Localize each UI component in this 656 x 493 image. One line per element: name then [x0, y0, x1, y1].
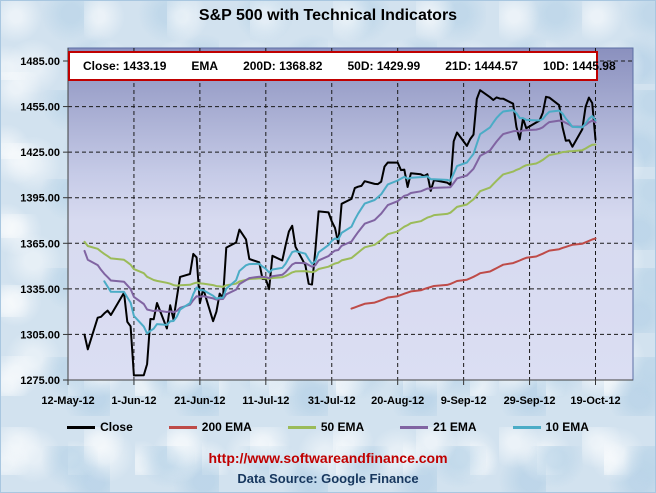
legend-item-200-ema: 200 EMA	[168, 420, 252, 434]
x-axis-tick-label: 19-Oct-12	[570, 395, 620, 407]
legend-swatch	[287, 425, 316, 429]
info-item: 21D: 1444.57	[445, 59, 518, 73]
legend-label: Close	[100, 420, 133, 434]
y-axis-tick-label: 1425.00	[20, 147, 60, 159]
info-item: 10D: 1445.98	[542, 59, 616, 73]
series-line-50-ema	[83, 143, 597, 288]
legend-swatch	[67, 425, 96, 429]
legend-swatch	[512, 425, 541, 429]
y-axis-tick-label: 1455.00	[20, 102, 60, 114]
legend-label: 200 EMA	[201, 420, 252, 434]
legend-item-close: Close	[67, 420, 133, 434]
series-line-21-ema	[83, 119, 597, 314]
series-line-10-ema	[103, 109, 597, 335]
x-axis-tick-label: 29-Sep-12	[504, 395, 556, 407]
legend-swatch	[400, 425, 429, 429]
y-axis-tick-label: 1275.00	[20, 375, 60, 387]
legend-item-10-ema: 10 EMA	[512, 420, 589, 434]
legend-item-50-ema: 50 EMA	[287, 420, 365, 434]
x-axis-tick-label: 1-Jun-12	[111, 395, 156, 407]
info-item: 50D: 1429.99	[347, 59, 421, 73]
legend-label: 50 EMA	[320, 420, 365, 434]
legend-item-21-ema: 21 EMA	[400, 420, 477, 434]
x-axis-tick-label: 20-Aug-12	[371, 395, 424, 407]
x-axis-tick-label: 21-Jun-12	[174, 395, 225, 407]
x-axis-tick-label: 11-Jul-12	[242, 395, 289, 407]
x-axis-tick-label: 9-Sep-12	[441, 395, 487, 407]
chart-title: S&P 500 with Technical Indicators	[198, 7, 458, 24]
y-axis-tick-label: 1395.00	[20, 193, 60, 205]
footer-website-link[interactable]: http://www.softwareandfinance.com	[208, 450, 448, 466]
indicator-info-box: Close: 1433.19 EMA 200D: 1368.82 50D: 1429.…	[68, 51, 616, 81]
y-axis-tick-label: 1335.00	[20, 284, 60, 296]
x-axis-tick-label: 12-May-12	[41, 395, 94, 407]
info-item: 200D: 1368.82	[243, 59, 323, 73]
y-axis-tick-label: 1485.00	[20, 56, 60, 68]
legend-label: 21 EMA	[433, 420, 477, 434]
chart-legend: Close 200 EMA 50 EMA 21 EMA 10 EMA	[1, 420, 655, 434]
x-axis-tick-label: 31-Jul-12	[308, 395, 356, 407]
y-axis-tick-label: 1365.00	[20, 238, 60, 250]
legend-label: 10 EMA	[545, 420, 589, 434]
data-source-label: Data Source: Google Finance	[237, 471, 419, 486]
info-item: EMA	[191, 59, 219, 73]
info-item: Close: 1433.19	[83, 59, 167, 73]
y-axis-tick-label: 1305.00	[20, 329, 60, 341]
series-line-200-ema	[350, 237, 597, 310]
legend-swatch	[168, 425, 197, 429]
